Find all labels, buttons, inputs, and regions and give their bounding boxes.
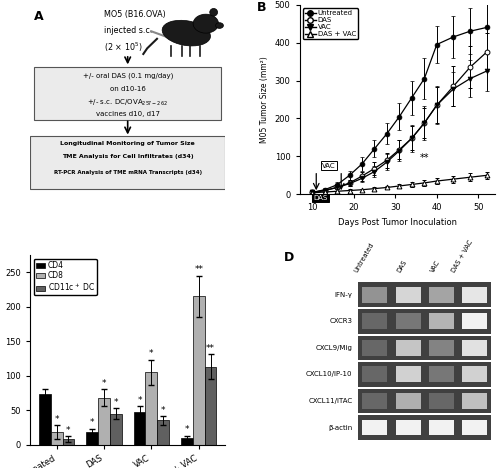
Text: B: B — [256, 1, 266, 14]
FancyBboxPatch shape — [429, 314, 454, 329]
Bar — [39, 394, 50, 445]
Text: +/- s.c. DC/OVA$_{257-262}$: +/- s.c. DC/OVA$_{257-262}$ — [88, 98, 168, 108]
FancyBboxPatch shape — [358, 336, 491, 360]
FancyBboxPatch shape — [362, 314, 388, 329]
Text: CXCL9/Mig: CXCL9/Mig — [316, 345, 352, 351]
Text: β-actin: β-actin — [328, 424, 352, 431]
FancyBboxPatch shape — [462, 393, 487, 409]
FancyBboxPatch shape — [462, 287, 487, 303]
FancyBboxPatch shape — [362, 287, 388, 303]
FancyBboxPatch shape — [358, 415, 491, 440]
Text: on d10-16: on d10-16 — [110, 86, 146, 92]
Text: CXCL11/ITAC: CXCL11/ITAC — [308, 398, 352, 404]
FancyBboxPatch shape — [362, 366, 388, 382]
FancyBboxPatch shape — [358, 283, 491, 307]
Text: **: ** — [420, 153, 430, 163]
Text: DAS: DAS — [396, 259, 408, 274]
Text: CXCL10/IP-10: CXCL10/IP-10 — [306, 372, 352, 377]
FancyBboxPatch shape — [396, 314, 420, 329]
Text: vaccines d10, d17: vaccines d10, d17 — [96, 111, 160, 117]
Ellipse shape — [193, 14, 218, 33]
X-axis label: Days Post Tumor Inoculation: Days Post Tumor Inoculation — [338, 218, 457, 227]
FancyBboxPatch shape — [396, 366, 420, 382]
Bar — [181, 438, 193, 445]
FancyBboxPatch shape — [396, 287, 420, 303]
FancyBboxPatch shape — [396, 420, 420, 436]
FancyBboxPatch shape — [429, 287, 454, 303]
Legend: CD4, CD8, CD11c$^+$ DC: CD4, CD8, CD11c$^+$ DC — [34, 259, 97, 295]
Text: *: * — [90, 418, 94, 427]
FancyBboxPatch shape — [362, 340, 388, 356]
Text: D: D — [284, 251, 294, 264]
FancyBboxPatch shape — [429, 420, 454, 436]
Text: TME Analysis for Cell Infiltrates (d34): TME Analysis for Cell Infiltrates (d34) — [62, 154, 194, 160]
Text: VAC: VAC — [430, 260, 442, 274]
Bar — [193, 296, 204, 445]
Ellipse shape — [162, 20, 210, 46]
Text: CXCR3: CXCR3 — [330, 318, 352, 324]
Ellipse shape — [210, 8, 218, 16]
Text: RT-PCR Analysis of TME mRNA Transcripts (d34): RT-PCR Analysis of TME mRNA Transcripts … — [54, 169, 202, 175]
Text: *: * — [114, 398, 118, 407]
FancyBboxPatch shape — [462, 314, 487, 329]
Text: DAS: DAS — [314, 195, 328, 201]
Text: MO5 (B16.OVA): MO5 (B16.OVA) — [104, 10, 166, 19]
Bar — [98, 398, 110, 445]
Text: A: A — [34, 10, 43, 23]
Bar — [134, 411, 145, 445]
FancyBboxPatch shape — [396, 393, 420, 409]
Text: (2 × 10$^5$): (2 × 10$^5$) — [104, 41, 142, 54]
Text: *: * — [54, 415, 59, 424]
Bar — [158, 420, 169, 445]
FancyBboxPatch shape — [462, 420, 487, 436]
Text: Untreated: Untreated — [353, 242, 375, 274]
Text: *: * — [138, 395, 142, 405]
Text: +/- oral DAS (0.1 mg/day): +/- oral DAS (0.1 mg/day) — [82, 73, 173, 80]
Text: *: * — [161, 406, 166, 415]
Text: **: ** — [194, 265, 203, 274]
FancyBboxPatch shape — [429, 366, 454, 382]
Text: Longitudinal Monitoring of Tumor Size: Longitudinal Monitoring of Tumor Size — [60, 141, 195, 146]
FancyBboxPatch shape — [30, 136, 226, 189]
FancyBboxPatch shape — [429, 340, 454, 356]
FancyBboxPatch shape — [358, 388, 491, 413]
FancyBboxPatch shape — [462, 366, 487, 382]
Text: *: * — [66, 426, 70, 435]
Text: *: * — [184, 425, 189, 434]
FancyBboxPatch shape — [34, 67, 222, 120]
Y-axis label: M05 Tumor Size (mm²): M05 Tumor Size (mm²) — [260, 56, 269, 143]
Bar — [62, 439, 74, 445]
Text: *: * — [149, 350, 154, 358]
Text: IFN-γ: IFN-γ — [334, 292, 352, 298]
Bar — [86, 432, 98, 445]
Text: **: ** — [206, 344, 215, 353]
Text: DAS + VAC: DAS + VAC — [451, 240, 474, 274]
Bar — [50, 432, 62, 445]
Bar — [110, 414, 122, 445]
Bar — [146, 372, 158, 445]
Bar — [204, 367, 216, 445]
FancyBboxPatch shape — [358, 362, 491, 387]
FancyBboxPatch shape — [362, 420, 388, 436]
Text: injected s.c.: injected s.c. — [104, 26, 152, 35]
Ellipse shape — [216, 22, 224, 29]
FancyBboxPatch shape — [358, 309, 491, 334]
Text: *: * — [102, 379, 106, 388]
FancyBboxPatch shape — [429, 393, 454, 409]
FancyBboxPatch shape — [396, 340, 420, 356]
FancyBboxPatch shape — [362, 393, 388, 409]
Legend: Untreated, DAS, VAC, DAS + VAC: Untreated, DAS, VAC, DAS + VAC — [303, 8, 358, 39]
FancyBboxPatch shape — [462, 340, 487, 356]
Text: VAC: VAC — [322, 162, 336, 168]
